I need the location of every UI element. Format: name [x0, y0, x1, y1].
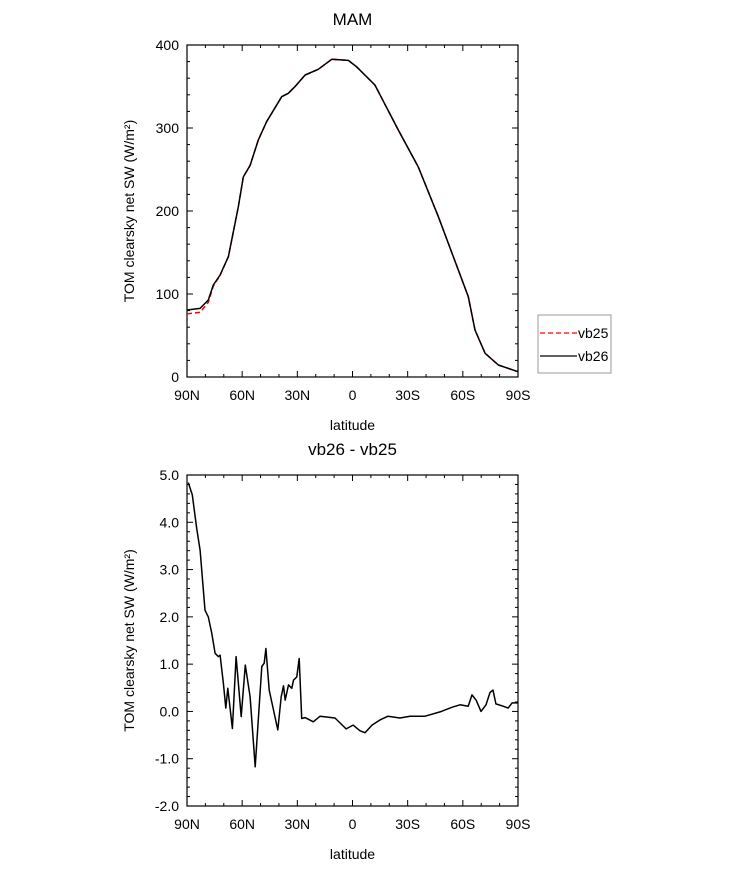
- y-axis-label: TOM clearsky net SW (W/m²): [121, 120, 137, 303]
- x-tick-label: 0: [349, 387, 357, 403]
- x-tick-label: 0: [349, 816, 357, 832]
- series-line-vb26-vb25: [187, 482, 518, 768]
- x-tick-label: 30N: [284, 387, 310, 403]
- x-tick-label: 30N: [284, 816, 310, 832]
- x-tick-label: 30S: [395, 816, 420, 832]
- y-tick-label: 1.0: [160, 656, 180, 672]
- x-tick-label: 60S: [450, 816, 475, 832]
- x-tick-label: 30S: [395, 387, 420, 403]
- y-tick-label: 200: [156, 203, 180, 219]
- plot-panel-1: MAM 90N 60N 30N 0 30S 60S 90S 0 100 200 300 400 latit…: [121, 10, 612, 433]
- series-line-vb26: [186, 58, 519, 373]
- plot-frame: [186, 474, 519, 807]
- legend-label-vb25: vb25: [578, 325, 609, 341]
- y-tick-label: 0.0: [160, 703, 180, 719]
- x-tick-label: 60N: [229, 387, 255, 403]
- y-tick-label: 300: [156, 120, 180, 136]
- x-tick-label: 90S: [506, 387, 531, 403]
- x-axis-label: latitude: [330, 417, 375, 433]
- y-tick-label: 5.0: [160, 467, 180, 483]
- plot-frame: [186, 44, 519, 378]
- y-tick-label: -1.0: [155, 751, 179, 767]
- legend-box: [537, 314, 612, 374]
- y-tick-label: 3.0: [160, 562, 180, 578]
- y-tick-label: 4.0: [160, 514, 180, 530]
- x-tick-label: 90N: [174, 387, 200, 403]
- y-axis-label: TOM clearsky net SW (W/m²): [121, 549, 137, 732]
- y-tick-label: 0: [171, 369, 179, 385]
- y-tick-label: 2.0: [160, 609, 180, 625]
- legend: vb25 vb26: [537, 314, 612, 374]
- legend-label-vb26: vb26: [578, 348, 609, 364]
- y-tick-label: 400: [156, 37, 180, 53]
- x-tick-label: 60N: [229, 816, 255, 832]
- x-tick-label: 90N: [174, 816, 200, 832]
- y-tick-label: 100: [156, 286, 180, 302]
- plot-panel-2: vb26 - vb25 90N 60N 30N 0 30S 60S 90S -2.0 -1.0 0.…: [121, 440, 530, 862]
- chart-title: vb26 - vb25: [308, 440, 397, 459]
- chart-title: MAM: [333, 10, 373, 29]
- x-tick-label: 90S: [506, 816, 531, 832]
- x-tick-label: 60S: [450, 387, 475, 403]
- x-axis-label: latitude: [330, 846, 375, 862]
- y-tick-label: -2.0: [155, 798, 179, 814]
